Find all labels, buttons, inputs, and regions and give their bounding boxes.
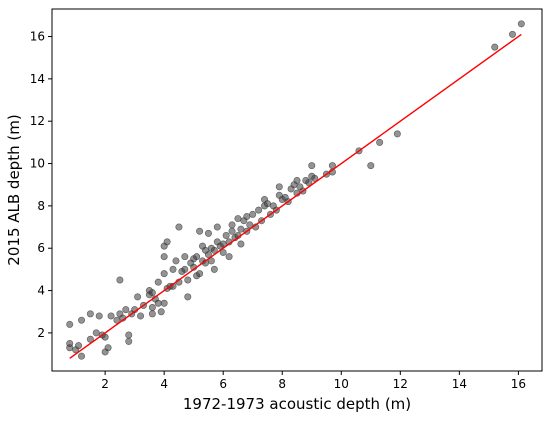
data-points xyxy=(66,20,525,360)
data-point xyxy=(172,257,180,265)
data-point xyxy=(237,225,245,233)
x-tick-label: 4 xyxy=(160,377,168,391)
data-point xyxy=(213,223,221,231)
data-point xyxy=(196,227,204,235)
data-point xyxy=(234,215,242,223)
data-point xyxy=(95,312,103,320)
data-point xyxy=(181,265,189,273)
data-point xyxy=(154,299,162,307)
x-axis-ticks: 2 4 6 8 10 12 14 16 xyxy=(101,371,526,391)
x-tick-label: 16 xyxy=(511,377,526,391)
data-point xyxy=(311,174,319,182)
data-point xyxy=(181,253,189,261)
data-point xyxy=(228,221,236,229)
data-point xyxy=(228,227,236,235)
data-point xyxy=(184,293,192,301)
data-point xyxy=(210,265,218,273)
data-point xyxy=(137,312,145,320)
data-point xyxy=(491,43,499,51)
data-point xyxy=(263,200,271,208)
data-point xyxy=(293,176,301,184)
data-point xyxy=(66,320,74,328)
data-point xyxy=(148,310,156,318)
y-tick-label: 6 xyxy=(37,241,45,255)
x-tick-label: 2 xyxy=(101,377,109,391)
data-point xyxy=(249,210,257,218)
y-axis-ticks: 2 4 6 8 10 12 14 16 xyxy=(30,30,52,340)
data-point xyxy=(255,206,263,214)
data-point xyxy=(376,138,384,146)
data-point xyxy=(154,278,162,286)
data-point xyxy=(225,253,233,261)
data-point xyxy=(237,240,245,248)
data-point xyxy=(243,212,251,220)
y-tick-label: 16 xyxy=(30,30,45,44)
x-tick-label: 6 xyxy=(219,377,227,391)
data-point xyxy=(219,248,227,256)
data-point xyxy=(75,342,83,350)
x-tick-label: 8 xyxy=(278,377,286,391)
data-point xyxy=(66,344,74,352)
y-tick-label: 8 xyxy=(37,199,45,213)
data-point xyxy=(160,299,168,307)
data-point xyxy=(163,238,171,246)
x-tick-label: 14 xyxy=(452,377,467,391)
fit-line-group xyxy=(69,33,522,359)
data-point xyxy=(184,276,192,284)
data-point xyxy=(125,331,133,339)
data-point xyxy=(193,253,201,261)
y-tick-label: 10 xyxy=(30,157,45,171)
data-point xyxy=(116,276,124,284)
data-point xyxy=(305,179,313,187)
data-point xyxy=(160,270,168,278)
data-point xyxy=(78,316,86,324)
data-point xyxy=(175,223,183,231)
x-tick-label: 10 xyxy=(334,377,349,391)
y-tick-label: 4 xyxy=(37,284,45,298)
data-point xyxy=(204,229,212,237)
data-point xyxy=(157,308,165,316)
data-point xyxy=(207,257,215,265)
data-point xyxy=(210,246,218,254)
y-tick-label: 12 xyxy=(30,114,45,128)
y-tick-label: 2 xyxy=(37,326,45,340)
y-tick-label: 14 xyxy=(30,72,45,86)
data-point xyxy=(78,352,86,360)
data-point xyxy=(308,162,316,170)
data-point xyxy=(122,306,130,314)
data-point xyxy=(134,293,142,301)
data-point xyxy=(204,251,212,259)
data-point xyxy=(104,344,112,352)
data-point xyxy=(275,183,283,191)
data-point xyxy=(125,337,133,345)
data-point xyxy=(169,265,177,273)
data-point xyxy=(107,312,115,320)
data-point xyxy=(508,30,516,38)
data-point xyxy=(196,270,204,278)
data-point xyxy=(148,289,156,297)
y-axis-label: 2015 ALB depth (m) xyxy=(5,114,23,265)
data-point xyxy=(160,253,168,261)
data-point xyxy=(367,162,375,170)
data-point xyxy=(517,20,525,28)
data-point xyxy=(222,232,230,240)
data-point xyxy=(101,333,109,341)
data-point xyxy=(92,329,100,337)
x-tick-label: 12 xyxy=(393,377,408,391)
data-point xyxy=(393,130,401,138)
data-point xyxy=(148,303,156,311)
x-axis-label: 1972-1973 acoustic depth (m) xyxy=(183,395,411,413)
data-point xyxy=(86,310,94,318)
plot-frame xyxy=(51,8,543,372)
regression-line xyxy=(69,33,522,359)
data-point xyxy=(86,335,94,343)
